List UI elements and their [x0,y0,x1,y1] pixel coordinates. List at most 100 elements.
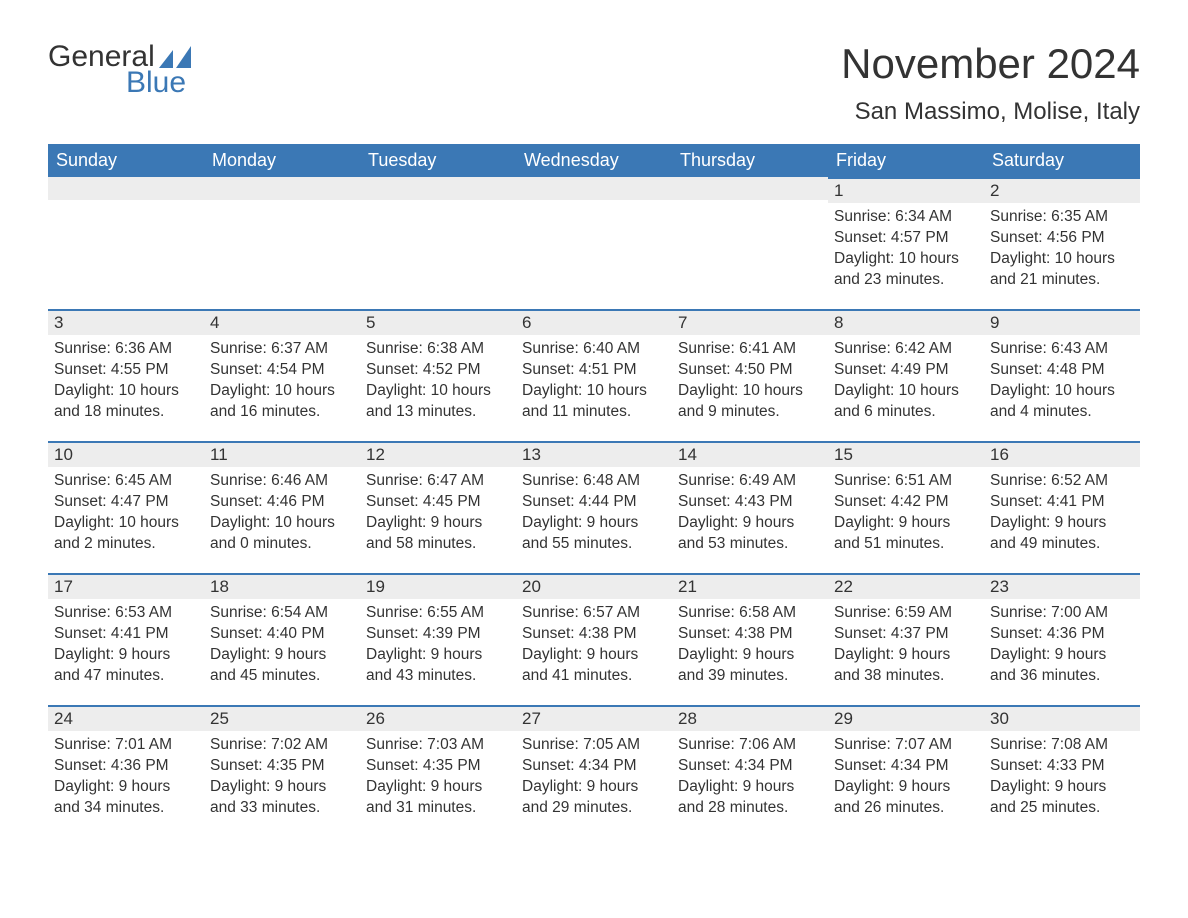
empty-day-header [204,177,360,200]
sunrise-text: Sunrise: 6:37 AM [210,339,354,360]
sunrise-text: Sunrise: 6:55 AM [366,603,510,624]
day-details: Sunrise: 6:49 AMSunset: 4:43 PMDaylight:… [672,467,828,561]
daylight-text: Daylight: 9 hours and 29 minutes. [522,777,666,819]
daylight-text: Daylight: 9 hours and 47 minutes. [54,645,198,687]
sunrise-text: Sunrise: 6:49 AM [678,471,822,492]
sunset-text: Sunset: 4:35 PM [210,756,354,777]
day-details: Sunrise: 6:43 AMSunset: 4:48 PMDaylight:… [984,335,1140,429]
day-cell: 14Sunrise: 6:49 AMSunset: 4:43 PMDayligh… [672,441,828,573]
day-details: Sunrise: 6:48 AMSunset: 4:44 PMDaylight:… [516,467,672,561]
day-details: Sunrise: 7:03 AMSunset: 4:35 PMDaylight:… [360,731,516,825]
day-number: 5 [360,309,516,335]
day-details: Sunrise: 7:06 AMSunset: 4:34 PMDaylight:… [672,731,828,825]
day-cell: 17Sunrise: 6:53 AMSunset: 4:41 PMDayligh… [48,573,204,705]
daylight-text: Daylight: 9 hours and 33 minutes. [210,777,354,819]
day-details: Sunrise: 6:45 AMSunset: 4:47 PMDaylight:… [48,467,204,561]
day-details: Sunrise: 6:52 AMSunset: 4:41 PMDaylight:… [984,467,1140,561]
day-cell: 19Sunrise: 6:55 AMSunset: 4:39 PMDayligh… [360,573,516,705]
day-number: 24 [48,705,204,731]
day-details: Sunrise: 6:54 AMSunset: 4:40 PMDaylight:… [204,599,360,693]
daylight-text: Daylight: 10 hours and 2 minutes. [54,513,198,555]
daylight-text: Daylight: 9 hours and 45 minutes. [210,645,354,687]
calendar-table: Sunday Monday Tuesday Wednesday Thursday… [48,144,1140,837]
sunset-text: Sunset: 4:34 PM [834,756,978,777]
day-details: Sunrise: 6:35 AMSunset: 4:56 PMDaylight:… [984,203,1140,297]
day-number: 29 [828,705,984,731]
day-details: Sunrise: 6:38 AMSunset: 4:52 PMDaylight:… [360,335,516,429]
day-cell: 29Sunrise: 7:07 AMSunset: 4:34 PMDayligh… [828,705,984,837]
dow-sunday: Sunday [48,144,204,177]
sunrise-text: Sunrise: 7:02 AM [210,735,354,756]
sunset-text: Sunset: 4:34 PM [522,756,666,777]
day-cell: 6Sunrise: 6:40 AMSunset: 4:51 PMDaylight… [516,309,672,441]
sunset-text: Sunset: 4:36 PM [54,756,198,777]
day-cell: 18Sunrise: 6:54 AMSunset: 4:40 PMDayligh… [204,573,360,705]
sunrise-text: Sunrise: 7:00 AM [990,603,1134,624]
day-cell: 25Sunrise: 7:02 AMSunset: 4:35 PMDayligh… [204,705,360,837]
day-cell: 8Sunrise: 6:42 AMSunset: 4:49 PMDaylight… [828,309,984,441]
week-row: 17Sunrise: 6:53 AMSunset: 4:41 PMDayligh… [48,573,1140,705]
empty-day-header [48,177,204,200]
day-cell: 10Sunrise: 6:45 AMSunset: 4:47 PMDayligh… [48,441,204,573]
sunset-text: Sunset: 4:57 PM [834,228,978,249]
dow-row: Sunday Monday Tuesday Wednesday Thursday… [48,144,1140,177]
day-number: 25 [204,705,360,731]
day-details: Sunrise: 6:59 AMSunset: 4:37 PMDaylight:… [828,599,984,693]
sunrise-text: Sunrise: 7:06 AM [678,735,822,756]
dow-wednesday: Wednesday [516,144,672,177]
day-cell [360,177,516,309]
daylight-text: Daylight: 9 hours and 58 minutes. [366,513,510,555]
day-details: Sunrise: 6:53 AMSunset: 4:41 PMDaylight:… [48,599,204,693]
daylight-text: Daylight: 10 hours and 9 minutes. [678,381,822,423]
dow-saturday: Saturday [984,144,1140,177]
day-number: 10 [48,441,204,467]
empty-day-header [360,177,516,200]
day-number: 20 [516,573,672,599]
day-cell: 15Sunrise: 6:51 AMSunset: 4:42 PMDayligh… [828,441,984,573]
sunrise-text: Sunrise: 6:46 AM [210,471,354,492]
sunset-text: Sunset: 4:41 PM [54,624,198,645]
sunrise-text: Sunrise: 6:45 AM [54,471,198,492]
day-details: Sunrise: 6:40 AMSunset: 4:51 PMDaylight:… [516,335,672,429]
sunrise-text: Sunrise: 6:47 AM [366,471,510,492]
sunset-text: Sunset: 4:51 PM [522,360,666,381]
day-details: Sunrise: 6:36 AMSunset: 4:55 PMDaylight:… [48,335,204,429]
sunset-text: Sunset: 4:40 PM [210,624,354,645]
day-cell [48,177,204,309]
daylight-text: Daylight: 10 hours and 11 minutes. [522,381,666,423]
sunrise-text: Sunrise: 6:52 AM [990,471,1134,492]
daylight-text: Daylight: 9 hours and 31 minutes. [366,777,510,819]
day-details: Sunrise: 7:08 AMSunset: 4:33 PMDaylight:… [984,731,1140,825]
day-number: 30 [984,705,1140,731]
daylight-text: Daylight: 9 hours and 36 minutes. [990,645,1134,687]
day-details: Sunrise: 6:46 AMSunset: 4:46 PMDaylight:… [204,467,360,561]
sunrise-text: Sunrise: 6:41 AM [678,339,822,360]
sunrise-text: Sunrise: 6:43 AM [990,339,1134,360]
daylight-text: Daylight: 9 hours and 26 minutes. [834,777,978,819]
day-cell: 22Sunrise: 6:59 AMSunset: 4:37 PMDayligh… [828,573,984,705]
day-number: 26 [360,705,516,731]
dow-tuesday: Tuesday [360,144,516,177]
daylight-text: Daylight: 9 hours and 28 minutes. [678,777,822,819]
sunrise-text: Sunrise: 6:42 AM [834,339,978,360]
sunrise-text: Sunrise: 6:59 AM [834,603,978,624]
daylight-text: Daylight: 10 hours and 13 minutes. [366,381,510,423]
dow-friday: Friday [828,144,984,177]
day-number: 16 [984,441,1140,467]
day-details: Sunrise: 7:02 AMSunset: 4:35 PMDaylight:… [204,731,360,825]
sunset-text: Sunset: 4:42 PM [834,492,978,513]
daylight-text: Daylight: 10 hours and 18 minutes. [54,381,198,423]
sunset-text: Sunset: 4:55 PM [54,360,198,381]
day-cell: 11Sunrise: 6:46 AMSunset: 4:46 PMDayligh… [204,441,360,573]
day-cell: 9Sunrise: 6:43 AMSunset: 4:48 PMDaylight… [984,309,1140,441]
daylight-text: Daylight: 9 hours and 55 minutes. [522,513,666,555]
title-block: November 2024 San Massimo, Molise, Italy [841,40,1140,126]
day-details: Sunrise: 6:42 AMSunset: 4:49 PMDaylight:… [828,335,984,429]
sunset-text: Sunset: 4:54 PM [210,360,354,381]
sunset-text: Sunset: 4:45 PM [366,492,510,513]
daylight-text: Daylight: 10 hours and 21 minutes. [990,249,1134,291]
day-cell [204,177,360,309]
dow-thursday: Thursday [672,144,828,177]
day-number: 1 [828,177,984,203]
day-cell: 13Sunrise: 6:48 AMSunset: 4:44 PMDayligh… [516,441,672,573]
